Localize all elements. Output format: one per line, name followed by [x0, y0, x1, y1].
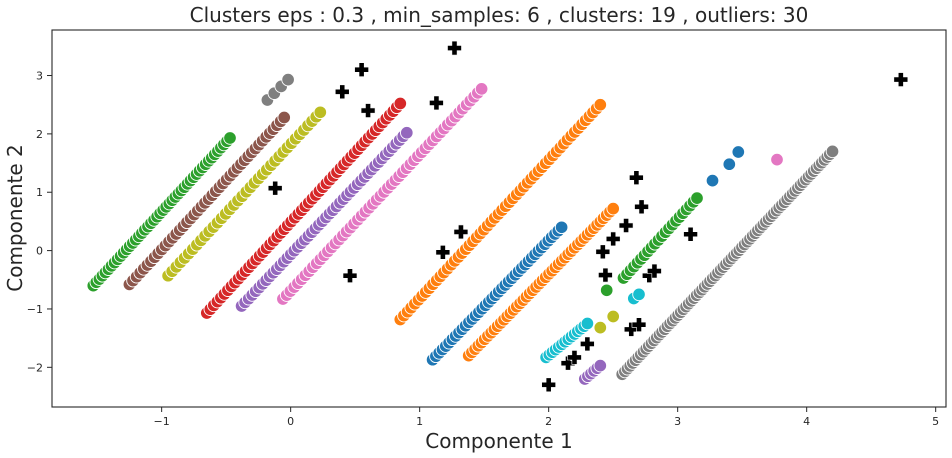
data-point	[722, 157, 737, 171]
data-point	[632, 287, 646, 302]
outlier-point	[631, 317, 647, 333]
data-point	[400, 125, 414, 140]
data-point	[593, 97, 608, 112]
data-point	[599, 283, 614, 298]
plot-frame	[51, 29, 947, 408]
x-tick-label: 3	[674, 415, 681, 428]
x-tick-label: 1	[416, 415, 423, 428]
y-tick-label: 0	[36, 245, 43, 258]
outlier-point	[334, 84, 350, 100]
data-point	[705, 173, 720, 188]
y-tick-label: 2	[36, 128, 43, 141]
outlier-point	[541, 377, 556, 393]
x-tick-label: 2	[545, 415, 552, 428]
data-point	[731, 145, 746, 159]
outlier-point	[629, 170, 644, 185]
outlier-point	[893, 72, 909, 87]
outlier-point	[567, 350, 582, 365]
outlier-point	[595, 244, 611, 260]
outlier-point	[429, 95, 444, 111]
data-point	[770, 152, 784, 167]
y-axis-label: Componente 2	[3, 144, 27, 292]
outlier-point	[647, 263, 662, 279]
data-point	[281, 72, 295, 87]
data-point	[580, 316, 595, 331]
outlier-point	[360, 103, 376, 118]
x-tick-label: −1	[154, 415, 170, 428]
data-points	[86, 40, 909, 393]
outlier-point	[342, 268, 358, 283]
data-point	[825, 144, 840, 159]
x-tick-label: 4	[803, 415, 810, 428]
data-point	[593, 358, 608, 373]
axis-ticks: −1 0 1 2 3 4 5 −2 −1 0 1 2 3	[27, 70, 939, 428]
data-point	[593, 320, 608, 335]
outlier-point	[435, 245, 451, 260]
y-tick-label: −1	[27, 303, 43, 316]
outlier-point	[354, 62, 369, 77]
data-point	[277, 110, 291, 125]
outlier-point	[453, 224, 469, 240]
outlier-point	[634, 199, 649, 215]
data-point	[690, 191, 704, 205]
x-axis-label: Componente 1	[425, 429, 573, 453]
x-tick-label: 5	[932, 415, 939, 428]
outlier-point	[683, 226, 698, 242]
data-point	[554, 220, 569, 235]
data-point	[606, 201, 620, 216]
outlier-point	[267, 180, 283, 196]
data-point	[313, 105, 328, 120]
x-tick-label: 0	[287, 415, 294, 428]
outlier-point	[447, 40, 462, 56]
y-tick-label: 1	[36, 186, 43, 199]
data-point	[223, 131, 237, 145]
chart-title: Clusters eps : 0.3 , min_samples: 6 , cl…	[190, 3, 809, 27]
outlier-point	[618, 218, 634, 233]
outlier-point	[598, 267, 613, 283]
y-tick-label: 3	[36, 70, 43, 83]
outlier-point	[560, 355, 576, 371]
outlier-point	[605, 231, 621, 247]
y-tick-label: −2	[27, 361, 43, 374]
data-point	[606, 309, 620, 324]
data-point	[393, 96, 408, 111]
outlier-point	[580, 336, 595, 352]
data-point	[474, 82, 489, 96]
